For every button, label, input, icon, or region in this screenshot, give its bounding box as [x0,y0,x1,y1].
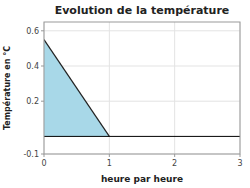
tick [174,154,175,157]
tick-label: 3 [237,159,242,168]
tick [240,154,241,157]
line [44,40,109,137]
tick-label: 0 [41,159,46,168]
tick-label: -0.1 [23,150,39,159]
tick-label: 2 [172,159,177,168]
x-axis-label: heure par heure [101,174,183,184]
chart: 0 1 2 3 -0.1 0.2 0.4 0.6 Evolution de la tempéra… [0,0,250,188]
plot-background [44,22,240,154]
axes: 0 1 2 3 -0.1 0.2 0.4 0.6 [23,27,242,168]
tick [41,30,44,31]
baseline [44,136,240,137]
grid-line [44,30,240,31]
tick-label: 1 [107,159,112,168]
tick [109,154,110,157]
tick [41,101,44,102]
grid-line [44,66,240,67]
grid-line [174,22,175,154]
tick-label: 0.4 [26,62,39,71]
tick [41,154,44,155]
y-axis-label: Température en °C [2,46,12,130]
plot-frame [44,22,240,154]
area [44,40,109,137]
title: Evolution de la température [55,4,230,17]
data [44,40,240,137]
tick-label: 0.2 [26,97,39,106]
tick-label: 0.6 [26,27,39,36]
grid [44,22,240,154]
grid-line [109,22,110,154]
tick [41,66,44,67]
